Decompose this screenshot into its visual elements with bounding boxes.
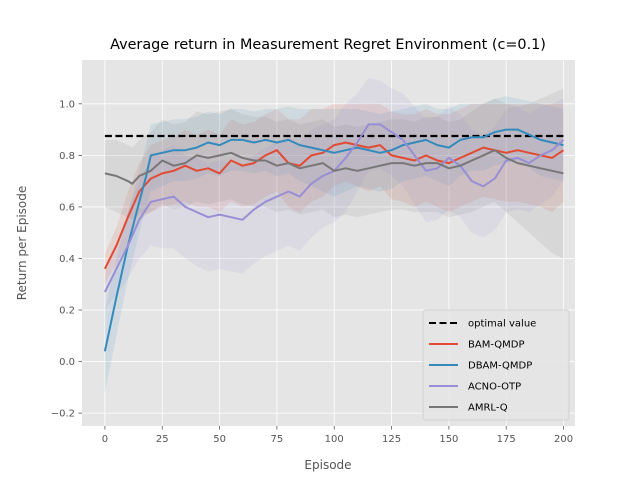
confidence-bands: [104, 78, 564, 393]
x-tick-label: 50: [213, 434, 226, 445]
amrl-q-line: [104, 149, 564, 185]
y-tick-label: 0.0: [59, 357, 75, 368]
y-tick-label: 0.4: [59, 254, 75, 265]
dbam-qmdp-confidence-band: [104, 96, 564, 393]
x-axis-ticks: 0 25 50 75 100 125 150 175 200: [102, 426, 573, 445]
y-tick-label: 1.0: [59, 99, 75, 110]
bam-qmdp-line: [104, 141, 565, 270]
bam-qmdp-confidence-band: [104, 103, 564, 285]
series-lines: [103, 123, 565, 352]
x-tick-label: 200: [554, 434, 573, 445]
x-tick-label: 0: [102, 434, 108, 445]
x-tick-label: 75: [271, 434, 284, 445]
x-tick-label: 25: [156, 434, 169, 445]
x-tick-label: 150: [439, 434, 458, 445]
legend-label-acno-otp: ACNO-OTP: [468, 382, 521, 393]
legend-label-amrl-q: AMRL-Q: [468, 403, 508, 414]
x-axis-label: Episode: [304, 458, 351, 472]
amrl-q-confidence-band: [104, 88, 564, 259]
legend-box: [422, 309, 570, 421]
legend-label-dbam-qmdp: DBAM-QMDP: [468, 361, 532, 372]
x-tick-label: 125: [382, 434, 401, 445]
y-tick-label: 0.8: [59, 151, 75, 162]
y-tick-label: −0.2: [51, 409, 75, 420]
legend: optimal value BAM-QMDP DBAM-QMDP ACNO-OTP AM…: [422, 309, 570, 421]
acno-otp-confidence-band: [104, 78, 564, 310]
dbam-qmdp-line: [103, 128, 564, 352]
y-tick-label: 0.2: [59, 306, 75, 317]
x-tick-label: 100: [325, 434, 344, 445]
legend-label-optimal-value: optimal value: [468, 319, 536, 330]
legend-label-bam-qmdp: BAM-QMDP: [468, 340, 525, 351]
y-tick-label: 0.6: [59, 202, 75, 213]
chart-title: Average return in Measurement Regret Env…: [110, 37, 546, 53]
x-tick-label: 175: [497, 434, 516, 445]
y-axis-ticks: −0.2 0.0 0.2 0.4 0.6 0.8 1.0: [51, 99, 82, 420]
legend-items: optimal value BAM-QMDP DBAM-QMDP ACNO-OTP AM…: [429, 319, 536, 414]
y-axis-label: Return per Episode: [15, 186, 29, 301]
